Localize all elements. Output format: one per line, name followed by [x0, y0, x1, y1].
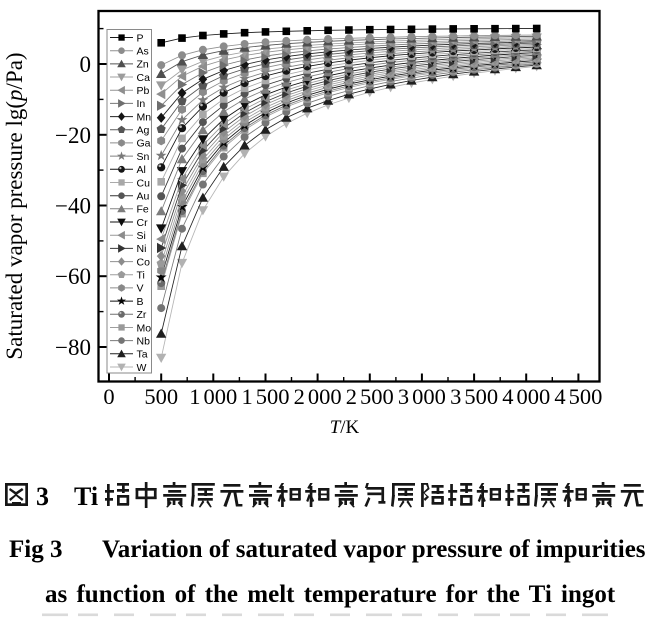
svg-text:B: B — [137, 296, 144, 308]
svg-text:0: 0 — [103, 384, 114, 409]
svg-text:Ca: Ca — [137, 72, 151, 84]
svg-text:Sn: Sn — [137, 151, 150, 163]
svg-text:Al: Al — [137, 164, 146, 176]
svg-text:As: As — [137, 46, 149, 58]
svg-text:Ti: Ti — [74, 482, 98, 511]
svg-text:W: W — [137, 362, 147, 374]
svg-text:Fig 3: Fig 3 — [9, 536, 62, 563]
svg-text:Si: Si — [137, 230, 146, 242]
svg-text:−80: −80 — [55, 335, 91, 360]
svg-text:Co: Co — [137, 256, 151, 268]
svg-text:Ta: Ta — [137, 349, 148, 361]
svg-text:as function of the melt temper: as function of the melt temperature for … — [45, 581, 616, 608]
svg-text:−60: −60 — [55, 264, 91, 289]
svg-text:500: 500 — [144, 384, 178, 409]
svg-text:P: P — [137, 32, 144, 44]
svg-text:3: 3 — [36, 482, 49, 511]
svg-text:Zn: Zn — [137, 59, 149, 71]
svg-text:Ag: Ag — [137, 125, 150, 137]
svg-text:Fe: Fe — [137, 204, 149, 216]
svg-text:T/K: T/K — [330, 417, 360, 438]
svg-text:Variation of saturated vapor p: Variation of saturated vapor pressure of… — [102, 536, 646, 563]
svg-text:Cu: Cu — [137, 177, 151, 189]
svg-text:Saturated vapor pressure lg(p/: Saturated vapor pressure lg(p/Pa) — [2, 52, 27, 359]
svg-text:Au: Au — [137, 191, 150, 203]
svg-text:Ni: Ni — [137, 243, 147, 255]
svg-text:In: In — [137, 98, 146, 110]
svg-text:−40: −40 — [55, 194, 91, 219]
svg-text:Pb: Pb — [137, 85, 150, 97]
svg-text:Mn: Mn — [137, 111, 152, 123]
svg-text:Ga: Ga — [137, 138, 151, 150]
svg-text:Ti: Ti — [137, 270, 145, 282]
svg-text:Cr: Cr — [137, 217, 149, 229]
svg-text:0: 0 — [80, 52, 92, 77]
svg-text:Mo: Mo — [137, 322, 152, 334]
svg-text:Nb: Nb — [137, 335, 151, 347]
svg-text:V: V — [137, 283, 144, 295]
svg-text:Zr: Zr — [137, 309, 147, 321]
svg-text:−20: −20 — [55, 123, 91, 148]
